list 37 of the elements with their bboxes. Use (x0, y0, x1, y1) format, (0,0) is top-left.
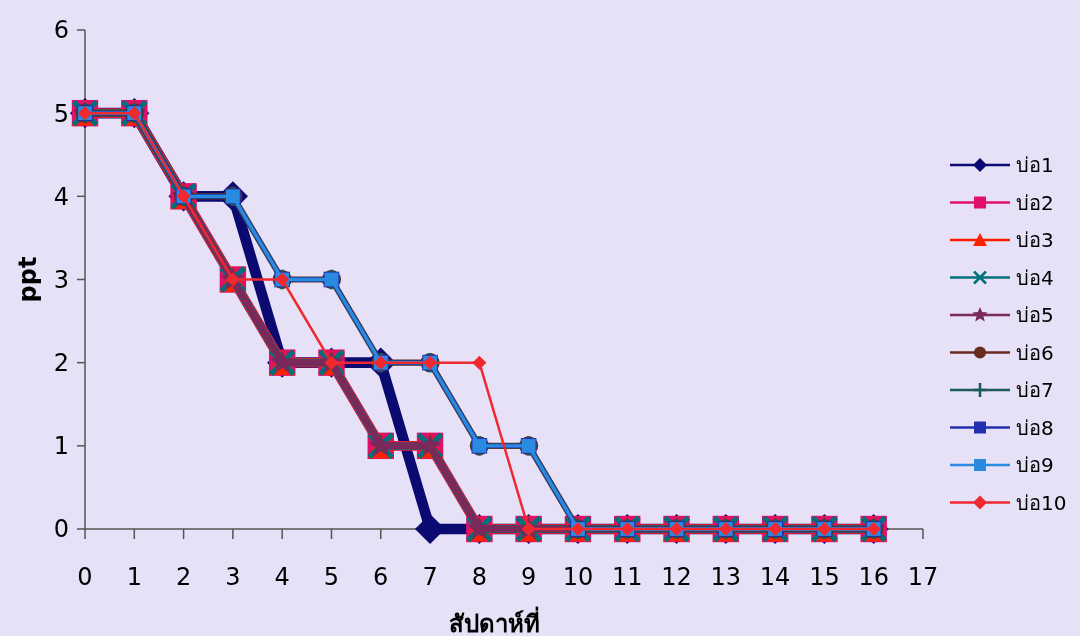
x-tick-label: 1 (126, 563, 142, 591)
y-tick-label: 5 (53, 99, 69, 128)
x-tick-label: 7 (422, 563, 438, 591)
legend-label: บ่อ5 (1016, 303, 1054, 327)
x-tick-label: 3 (225, 563, 241, 591)
y-tick-label: 1 (53, 432, 69, 461)
y-tick-label: 0 (53, 515, 69, 544)
legend-label: บ่อ9 (1016, 453, 1054, 477)
legend-label: บ่อ7 (1016, 378, 1054, 402)
legend-label: บ่อ6 (1016, 340, 1054, 365)
x-axis-title: สัปดาห์ที่ (448, 606, 540, 636)
legend-label: บ่อ2 (1016, 190, 1054, 215)
x-tick-label: 11 (611, 563, 643, 591)
x-tick-label: 0 (77, 563, 93, 591)
legend-label: บ่อ1 (1016, 153, 1054, 177)
x-tick-label: 17 (907, 563, 939, 591)
x-tick-label: 13 (710, 563, 742, 591)
x-tick-label: 5 (323, 563, 340, 591)
x-tick-label: 8 (471, 563, 487, 591)
x-tick-label: 12 (661, 563, 692, 591)
x-tick-label: 14 (759, 563, 791, 591)
y-tick-label: 2 (53, 349, 69, 378)
y-tick-label: 4 (53, 182, 69, 211)
x-tick-label: 4 (274, 563, 290, 591)
legend-label: บ่อ8 (1016, 415, 1054, 440)
x-tick-label: 15 (809, 563, 840, 591)
legend-label: บ่อ4 (1016, 265, 1054, 290)
legend-label: บ่อ3 (1016, 228, 1054, 252)
y-tick-label: 3 (53, 265, 69, 294)
x-tick-label: 9 (521, 563, 537, 591)
x-tick-label: 2 (175, 563, 192, 591)
x-tick-label: 16 (858, 563, 889, 591)
y-axis-title: ppt (14, 256, 42, 303)
x-tick-label: 10 (562, 563, 594, 591)
x-tick-label: 6 (373, 563, 389, 591)
y-tick-label: 6 (53, 16, 69, 45)
legend-label: บ่อ10 (1016, 490, 1067, 515)
